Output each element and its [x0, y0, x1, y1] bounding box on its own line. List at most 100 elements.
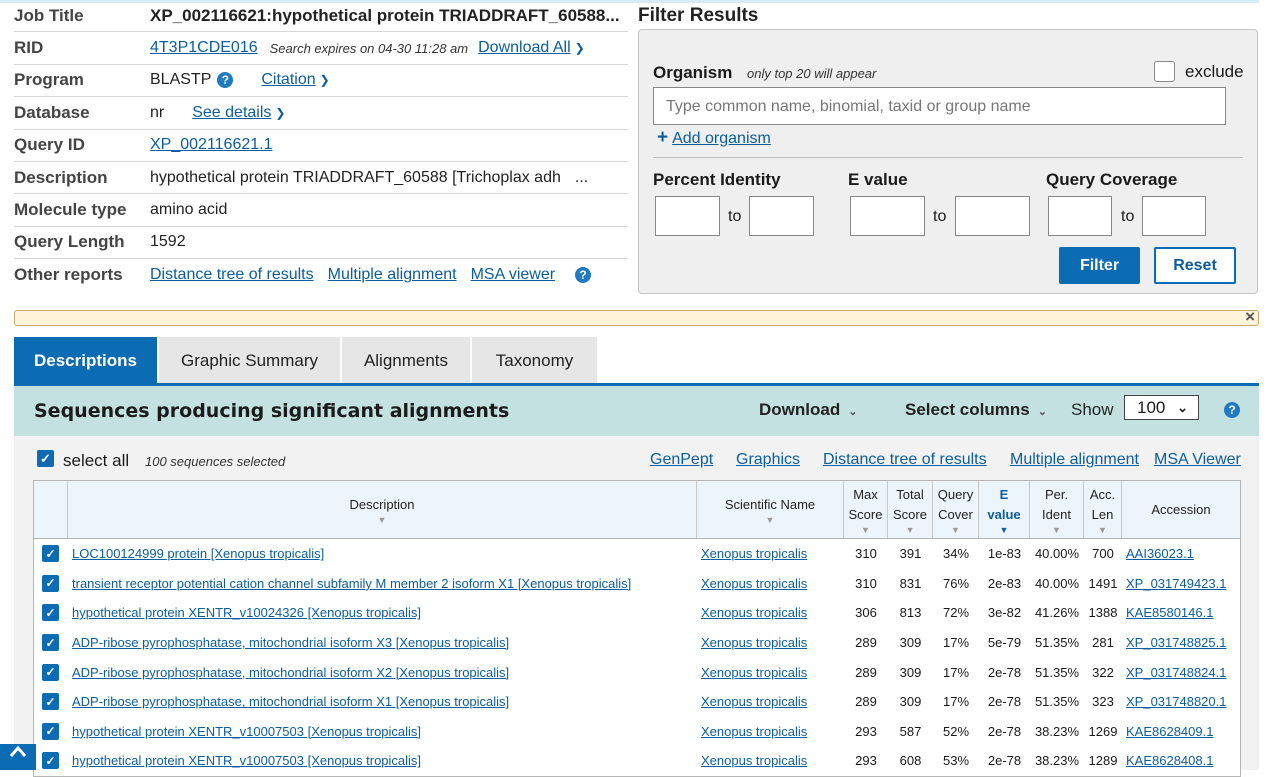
chevron-down-icon[interactable]: ❯	[319, 73, 330, 88]
max-score-cell: 306	[855, 605, 877, 621]
row-checkbox[interactable]: ✓	[42, 634, 59, 652]
description-link[interactable]: hypothetical protein XENTR_v10007503 [Xe…	[72, 723, 422, 739]
row-checkbox[interactable]: ✓	[42, 545, 59, 563]
row-checkbox[interactable]: ✓	[42, 663, 59, 681]
table-body: ✓ LOC100124999 protein [Xenopus tropicali…	[34, 539, 1240, 776]
description-link[interactable]: ADP-ribose pyrophosphatase, mitochondria…	[72, 635, 510, 651]
accession-link[interactable]: KAE8628408.1	[1126, 753, 1214, 769]
row-checkbox[interactable]: ✓	[42, 693, 59, 711]
description-row: Description hypothetical protein TRIADDR…	[14, 162, 628, 195]
tab-alignments[interactable]: Alignments	[342, 337, 470, 384]
citation-link[interactable]: Citation	[261, 71, 316, 89]
other-reports-label: Other reports	[14, 265, 123, 285]
query-cover-cell: 17%	[942, 664, 970, 680]
accession-link[interactable]: AAI36023.1	[1126, 546, 1194, 562]
msa-viewer-link[interactable]: MSA Viewer	[1154, 451, 1241, 468]
genpept-link[interactable]: GenPept	[650, 451, 714, 468]
acc-len-column-header[interactable]: Acc. Len ▼	[1084, 481, 1122, 538]
chevron-down-icon[interactable]: ❯	[275, 105, 286, 120]
query-coverage-max-input[interactable]	[1142, 196, 1206, 236]
max-score-column-header[interactable]: Max Score ▼	[844, 481, 888, 538]
query-coverage-min-input[interactable]	[1048, 196, 1112, 236]
e-value-min-input[interactable]	[850, 196, 925, 236]
exclude-checkbox[interactable]	[1154, 61, 1175, 82]
close-icon[interactable]: ×	[1245, 307, 1255, 326]
per-ident-column-header[interactable]: Per. Ident ▼	[1030, 481, 1084, 538]
database-value: nr	[150, 103, 165, 121]
description-column-header[interactable]: Description ▼	[68, 481, 697, 538]
accession-link[interactable]: KAE8580146.1	[1126, 605, 1214, 621]
tab-graphic-summary[interactable]: Graphic Summary	[159, 337, 340, 384]
scientific-name-column-header[interactable]: Scientific Name ▼	[697, 481, 844, 538]
filter-button[interactable]: Filter	[1059, 247, 1140, 284]
description-link[interactable]: ADP-ribose pyrophosphatase, mitochondria…	[72, 694, 510, 710]
add-organism-link[interactable]: + Add organism	[657, 127, 771, 148]
query-cover-column-header[interactable]: Query Cover ▼	[933, 481, 979, 538]
back-to-top-button[interactable]	[0, 744, 36, 770]
row-checkbox[interactable]: ✓	[42, 604, 59, 622]
scientific-name-link[interactable]: Xenopus tropicalis	[701, 723, 808, 739]
organism-input[interactable]: Type common name, binomial, taxid or gro…	[653, 87, 1226, 125]
accession-link-cell: KAE8628409.1	[1122, 724, 1240, 739]
graphics-link[interactable]: Graphics	[736, 451, 801, 468]
scientific-name-link-cell: Xenopus tropicalis	[697, 546, 844, 561]
description-link-cell: transient receptor potential cation chan…	[68, 576, 697, 591]
e-value-max-input[interactable]	[955, 196, 1030, 236]
help-icon[interactable]: ?	[217, 72, 234, 89]
description-link[interactable]: transient receptor potential cation chan…	[72, 575, 632, 591]
download-menu[interactable]: Download ⌄	[759, 400, 858, 419]
accession-link[interactable]: XP_031749423.1	[1126, 575, 1227, 591]
scientific-name-link[interactable]: Xenopus tropicalis	[701, 694, 808, 710]
to-label: to	[933, 208, 947, 225]
percent-identity-max-input[interactable]	[749, 196, 814, 236]
query-id-link[interactable]: XP_002116621.1	[150, 136, 273, 154]
show-count-select[interactable]: 100 ⌄	[1124, 395, 1199, 420]
scientific-name-link[interactable]: Xenopus tropicalis	[701, 546, 808, 562]
description-expand[interactable]: ...	[574, 168, 589, 186]
scientific-name-link[interactable]: Xenopus tropicalis	[701, 753, 808, 769]
query-length-row: Query Length 1592	[14, 227, 628, 260]
chevron-down-icon[interactable]: ❯	[574, 41, 585, 56]
msa-viewer-link[interactable]: MSA viewer	[470, 266, 556, 284]
select-columns-menu[interactable]: Select columns ⌄	[905, 400, 1047, 419]
distance-tree-link[interactable]: Distance tree of results	[150, 266, 314, 284]
accession-link[interactable]: XP_031748825.1	[1126, 635, 1227, 651]
rid-link[interactable]: 4T3P1CDE016	[150, 39, 258, 57]
table-row: ✓ hypothetical protein XENTR_v10024326 [X…	[34, 598, 1240, 628]
scientific-name-link[interactable]: Xenopus tropicalis	[701, 575, 808, 591]
sort-icon: ▼	[765, 514, 775, 525]
scientific-name-link-cell: Xenopus tropicalis	[697, 576, 844, 591]
description-link-cell: hypothetical protein XENTR_v10007503 [Xe…	[68, 724, 697, 739]
tab-taxonomy[interactable]: Taxonomy	[472, 337, 597, 384]
download-all-link[interactable]: Download All	[478, 39, 571, 57]
row-checkbox[interactable]: ✓	[42, 752, 59, 770]
sort-icon: ▼	[1098, 524, 1107, 535]
acc-len-cell: 1289	[1088, 753, 1118, 769]
accession-column-header[interactable]: Accession	[1151, 501, 1211, 517]
scientific-name-link[interactable]: Xenopus tropicalis	[701, 635, 808, 651]
row-checkbox[interactable]: ✓	[42, 574, 59, 592]
description-link[interactable]: hypothetical protein XENTR_v10007503 [Xe…	[72, 753, 422, 769]
distance-tree-link[interactable]: Distance tree of results	[823, 451, 987, 468]
see-details-link[interactable]: See details	[192, 103, 272, 121]
total-score-column-header[interactable]: Total Score ▼	[888, 481, 933, 538]
description-link[interactable]: hypothetical protein XENTR_v10024326 [Xe…	[72, 605, 422, 621]
total-score-cell: 309	[899, 664, 922, 680]
description-link[interactable]: LOC100124999 protein [Xenopus tropicalis…	[72, 546, 325, 562]
tab-descriptions[interactable]: Descriptions	[14, 337, 157, 384]
description-link[interactable]: ADP-ribose pyrophosphatase, mitochondria…	[72, 664, 510, 680]
accession-link[interactable]: KAE8628409.1	[1126, 723, 1214, 739]
row-checkbox[interactable]: ✓	[42, 722, 59, 740]
multiple-alignment-link[interactable]: Multiple alignment	[327, 266, 457, 284]
accession-link[interactable]: XP_031748820.1	[1126, 694, 1227, 710]
multiple-alignment-link[interactable]: Multiple alignment	[1010, 451, 1139, 468]
help-icon[interactable]: ?	[1224, 402, 1240, 418]
accession-link[interactable]: XP_031748824.1	[1126, 664, 1227, 680]
help-icon[interactable]: ?	[575, 267, 592, 284]
percent-identity-min-input[interactable]	[655, 196, 720, 236]
select-all-checkbox[interactable]: ✓	[37, 450, 54, 467]
scientific-name-link[interactable]: Xenopus tropicalis	[701, 605, 808, 621]
reset-button[interactable]: Reset	[1154, 247, 1236, 284]
scientific-name-link[interactable]: Xenopus tropicalis	[701, 664, 808, 680]
